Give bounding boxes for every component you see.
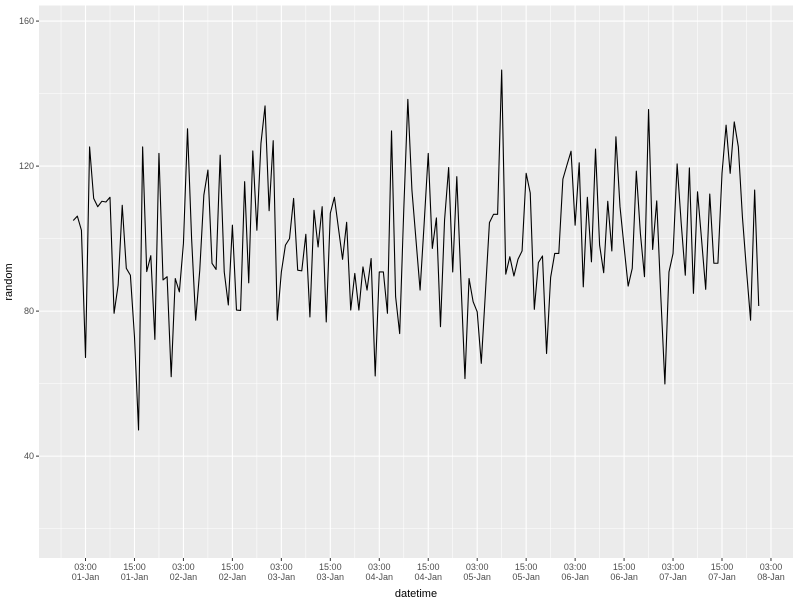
x-tick-label-date: 03-Jan (317, 572, 345, 582)
x-tick-label-time: 15:00 (417, 562, 440, 572)
x-tick-label-time: 03:00 (368, 562, 391, 572)
major-gridlines (39, 5, 793, 558)
x-tick-label-date: 08-Jan (757, 572, 785, 582)
x-tick-label-date: 06-Jan (561, 572, 589, 582)
x-tick-label-time: 03:00 (466, 562, 489, 572)
x-tick-label-time: 15:00 (319, 562, 342, 572)
y-tick-label: 120 (19, 161, 34, 171)
y-axis: 40 80 120 160 (19, 16, 39, 461)
y-tick-label: 160 (19, 16, 34, 26)
x-tick-label-time: 15:00 (515, 562, 538, 572)
x-tick-label-date: 07-Jan (659, 572, 687, 582)
x-tick-label-time: 03:00 (74, 562, 97, 572)
y-tick-label: 80 (24, 306, 34, 316)
x-tick-label-date: 03-Jan (268, 572, 296, 582)
plot-panel (39, 5, 793, 558)
x-tick-label-date: 01-Jan (121, 572, 149, 582)
x-tick-label-date: 02-Jan (170, 572, 198, 582)
series-line (72, 69, 760, 431)
x-tick-label-time: 03:00 (662, 562, 685, 572)
x-tick-label-date: 02-Jan (219, 572, 247, 582)
y-axis-title: random (3, 263, 15, 300)
x-tick-label-time: 15:00 (711, 562, 734, 572)
x-tick-label-time: 15:00 (221, 562, 244, 572)
x-tick-label-date: 07-Jan (708, 572, 736, 582)
x-tick-label-date: 04-Jan (366, 572, 394, 582)
x-axis-title: datetime (395, 588, 437, 600)
x-axis: 03:0001-Jan15:0001-Jan03:0002-Jan15:0002… (72, 558, 785, 582)
y-tick-label: 40 (24, 451, 34, 461)
x-tick-label-time: 03:00 (172, 562, 195, 572)
x-tick-label-date: 06-Jan (610, 572, 638, 582)
x-tick-label-date: 04-Jan (414, 572, 442, 582)
x-tick-label-time: 15:00 (613, 562, 636, 572)
x-tick-label-time: 03:00 (270, 562, 293, 572)
x-tick-label-date: 05-Jan (463, 572, 491, 582)
x-tick-label-time: 15:00 (123, 562, 146, 572)
x-tick-label-time: 03:00 (760, 562, 783, 572)
minor-gridlines (39, 5, 793, 558)
x-tick-label-time: 03:00 (564, 562, 587, 572)
x-tick-label-date: 05-Jan (512, 572, 540, 582)
x-tick-label-date: 01-Jan (72, 572, 100, 582)
